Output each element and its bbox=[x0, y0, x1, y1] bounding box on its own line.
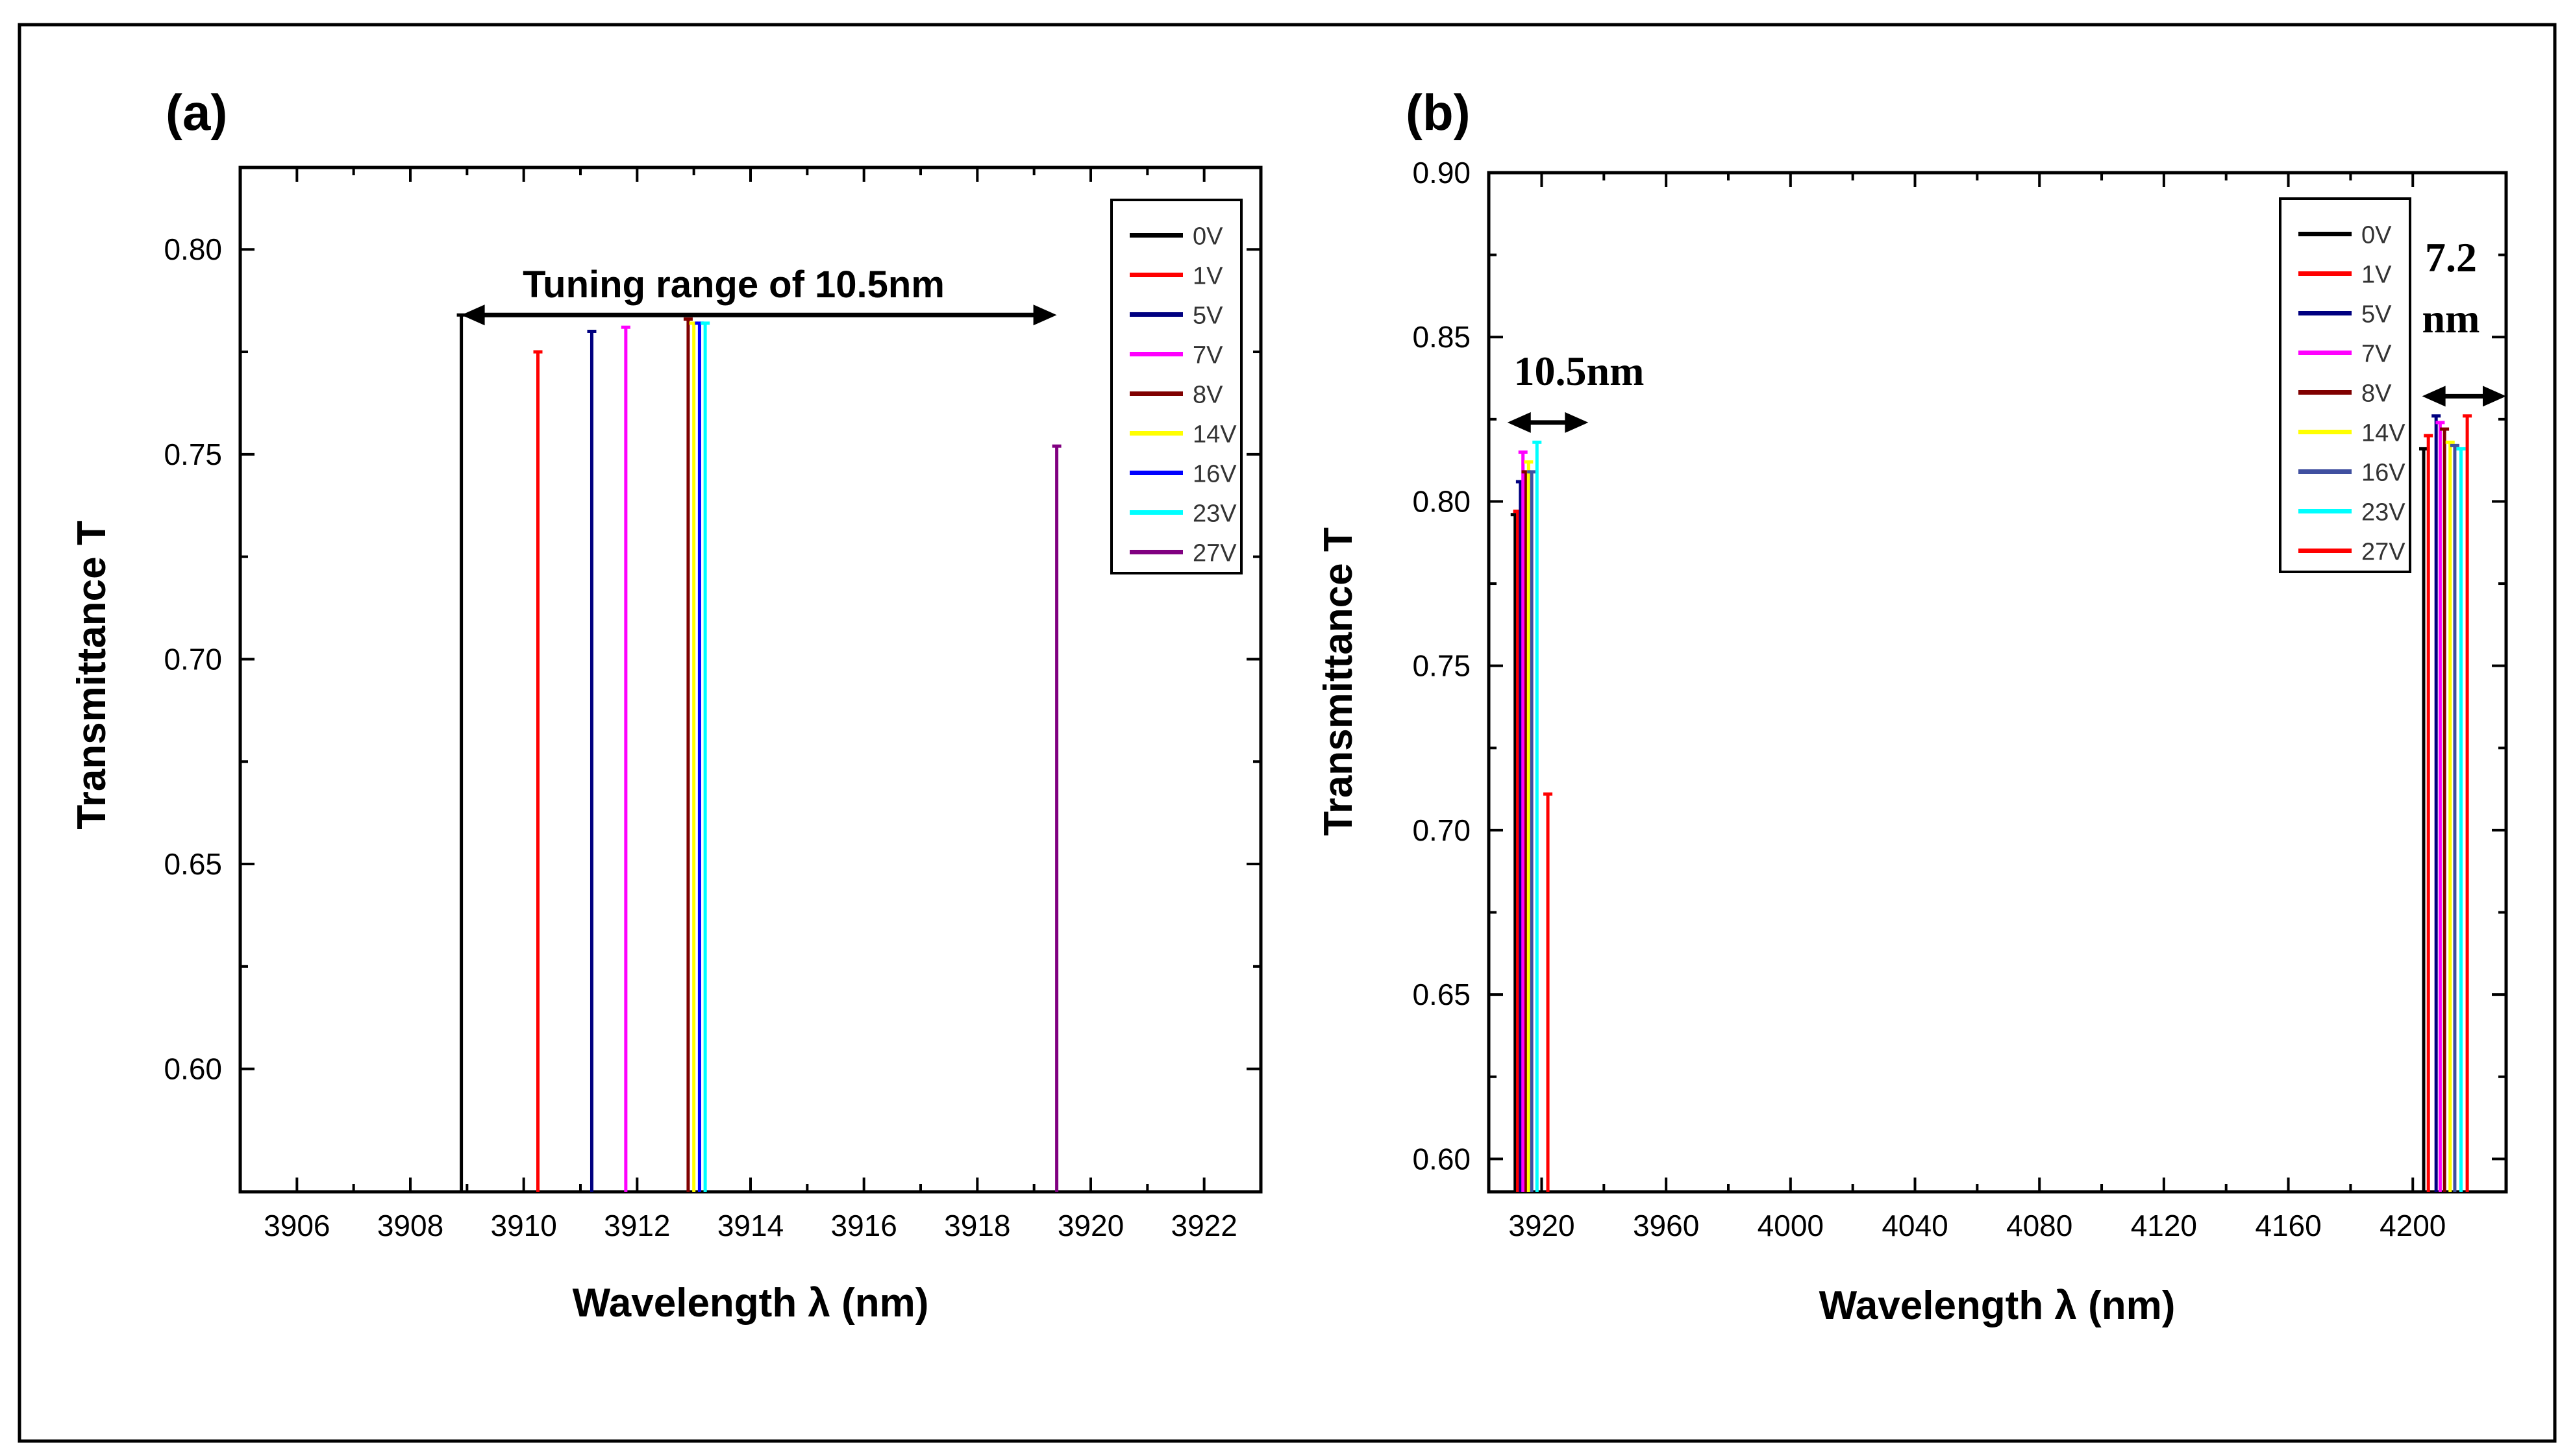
tuning-range-annotation: Tuning range of 10.5nm bbox=[461, 264, 1057, 326]
panel-b: (b) 3920 3960 4000 4040 4080 4120 4160 4200 0.60… bbox=[1316, 84, 2508, 1328]
x-tick-label: 3920 bbox=[1508, 1209, 1574, 1242]
y-tick-label: 0.60 bbox=[1412, 1142, 1471, 1176]
x-tick-label: 4080 bbox=[2006, 1209, 2072, 1242]
arrowhead-b-right-1 bbox=[2422, 386, 2446, 407]
y-tick-label: 0.85 bbox=[1412, 320, 1471, 354]
legend-a: 0V 1V 5V 7V 8V 14V 16V 23V 27V bbox=[1110, 199, 1243, 574]
x-tick-label: 3910 bbox=[490, 1209, 556, 1242]
y-tick-label: 0.90 bbox=[1412, 156, 1471, 190]
legend-entry: 27V bbox=[2361, 539, 2405, 566]
arrowhead-b-left-2 bbox=[1565, 412, 1589, 433]
x-tick-label: 4200 bbox=[2380, 1209, 2446, 1242]
y-tick-label: 0.70 bbox=[1412, 813, 1471, 847]
tuning-range-annotation-b-left: 10.5nm bbox=[1507, 348, 1645, 433]
x-tick-label: 4040 bbox=[1882, 1209, 1948, 1242]
y-axis-label-b: Transmittance T bbox=[1316, 527, 1361, 836]
x-tick-label: 4160 bbox=[2255, 1209, 2321, 1242]
x-axis-label-b: Wavelength λ (nm) bbox=[1819, 1283, 2176, 1328]
legend-entry: 5V bbox=[2361, 301, 2392, 328]
legend-entry: 8V bbox=[2361, 380, 2392, 408]
figure-frame bbox=[18, 23, 2557, 1443]
x-tick-label: 3922 bbox=[1171, 1209, 1237, 1242]
legend-entry: 23V bbox=[2361, 499, 2405, 526]
legend-entry: 14V bbox=[1193, 421, 1237, 449]
panel-a-label: (a) bbox=[166, 84, 227, 141]
legend-entry: 16V bbox=[2361, 460, 2405, 487]
legend-entry: 16V bbox=[1193, 461, 1237, 488]
y-tick-label: 0.65 bbox=[164, 847, 222, 881]
y-tick-label: 0.75 bbox=[1412, 649, 1471, 683]
plot-area-b bbox=[1487, 171, 2508, 1194]
x-tick-label: 3960 bbox=[1633, 1209, 1699, 1242]
legend-entry: 7V bbox=[2361, 341, 2392, 368]
legend-entry: 7V bbox=[1193, 342, 1223, 369]
y-axis-label-a: Transmittance T bbox=[69, 521, 114, 830]
y-tick-label: 0.60 bbox=[164, 1052, 222, 1086]
legend-entry: 8V bbox=[1193, 382, 1223, 409]
x-tick-label: 3918 bbox=[944, 1209, 1010, 1242]
panel-b-label: (b) bbox=[1406, 84, 1471, 141]
tuning-range-label-b-left: 10.5nm bbox=[1514, 348, 1645, 394]
y-tick-label: 0.70 bbox=[164, 642, 222, 676]
y-tick-label: 0.75 bbox=[164, 438, 222, 471]
x-tick-label: 3916 bbox=[830, 1209, 897, 1242]
tuning-range-arrowhead-left bbox=[461, 304, 485, 326]
panel-a: (a) 3906 3908 3910 3912 3914 3916 3918 3920 3922… bbox=[69, 84, 1263, 1326]
x-tick-label: 3912 bbox=[604, 1209, 670, 1242]
legend-entry: 27V bbox=[1193, 540, 1237, 567]
legend-entry: 0V bbox=[1193, 223, 1223, 251]
tuning-range-label-b-right-line2: nm bbox=[2422, 295, 2480, 341]
x-tick-label: 3914 bbox=[717, 1209, 784, 1242]
arrowhead-b-right-2 bbox=[2483, 386, 2506, 407]
legend-entry: 14V bbox=[2361, 420, 2405, 447]
legend-entry: 5V bbox=[1193, 302, 1223, 330]
y-tick-label: 0.80 bbox=[164, 232, 222, 266]
legend-entry: 23V bbox=[1193, 500, 1237, 528]
arrowhead-b-left-1 bbox=[1507, 412, 1531, 433]
legend-entry: 1V bbox=[1193, 263, 1223, 290]
legend-entry: 0V bbox=[2361, 222, 2392, 249]
x-tick-label: 3906 bbox=[264, 1209, 330, 1242]
x-tick-label: 3908 bbox=[377, 1209, 443, 1242]
tuning-range-label: Tuning range of 10.5nm bbox=[523, 264, 945, 306]
y-tick-label: 0.65 bbox=[1412, 978, 1471, 1011]
y-tick-label: 0.80 bbox=[1412, 484, 1471, 518]
x-tick-label: 4000 bbox=[1758, 1209, 1824, 1242]
x-axis-label-a: Wavelength λ (nm) bbox=[573, 1281, 929, 1326]
tuning-range-label-b-right-line1: 7.2 bbox=[2425, 234, 2477, 280]
x-tick-label: 4120 bbox=[2131, 1209, 2197, 1242]
tuning-range-arrowhead-right bbox=[1033, 304, 1057, 326]
x-tick-label: 3920 bbox=[1058, 1209, 1124, 1242]
legend-b: 0V 1V 5V 7V 8V 14V 16V 23V 27V bbox=[2279, 197, 2411, 573]
tuning-range-annotation-b-right: 7.2 nm bbox=[2422, 234, 2506, 407]
legend-entry: 1V bbox=[2361, 262, 2392, 289]
